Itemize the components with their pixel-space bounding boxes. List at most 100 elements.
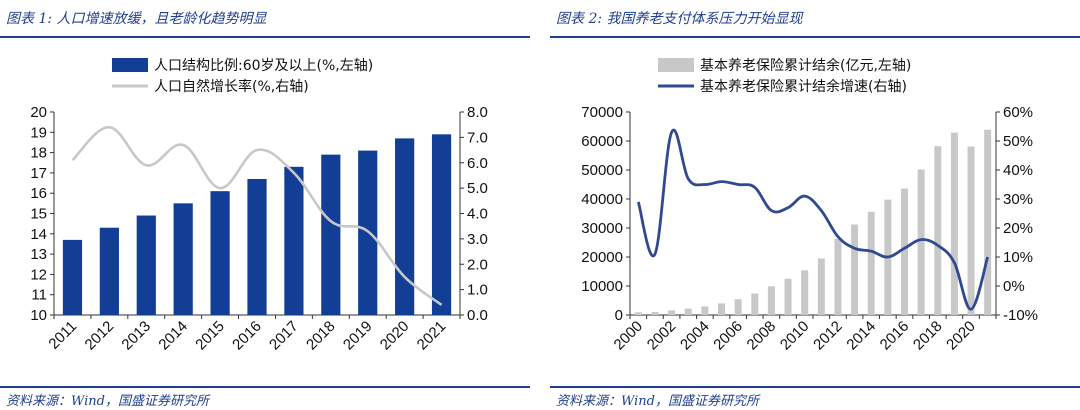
x-tick-label: 2008 [744,318,780,354]
x-tick-label: 2019 [340,318,376,354]
left-y-tick-label: 18 [30,145,47,162]
bar [62,239,83,315]
bar [684,308,692,315]
left-y-tick-label: 10 [30,307,47,324]
legend-label-line: 人口自然增长率(%,右轴) [154,78,309,95]
bar [851,224,859,315]
series-line [71,125,443,306]
bar [934,146,942,315]
x-tick-label: 2006 [710,318,746,354]
left-chart-source: 资料来源：Wind，国盛证券研究所 [6,394,209,409]
right-y-tick-label: 4.0 [467,206,488,223]
right-y-tick-label: 8.0 [467,104,488,121]
right-y-tick-label: 30% [1003,191,1033,208]
x-tick-label: 2020 [377,318,413,354]
right-y-tick-label: 40% [1003,162,1033,179]
x-tick-label: 2002 [644,318,680,354]
x-tick-label: 2020 [943,318,979,354]
legend-label-bar: 人口结构比例:60岁及以上(%,左轴) [154,58,373,74]
left-y-tick-label: 0 [615,307,623,324]
right-y-tick-label: 7.0 [467,129,488,146]
right-chart: 0 10000 20000 30000 40000 50000 60000 70000 -10%… [581,57,1038,354]
left-y-tick-label: 20000 [581,249,623,266]
right-y-tick-label: 5.0 [467,180,488,197]
left-chart-panel: 图表 1: 人口增速放缓，且老龄化趋势明显 10 11 12 13 14 15 16 17 18… [0,0,530,410]
left-source-rule [0,386,530,388]
right-chart-source: 资料来源：Wind，国盛证券研究所 [556,394,759,409]
right-y-tick-label: 3.0 [467,231,488,248]
x-tick-label: 2018 [303,318,339,354]
left-y-tick-label: 40000 [581,191,623,208]
bar [784,278,792,315]
bar [751,293,759,315]
left-y-tick-label: 13 [30,246,47,263]
right-source-rule [550,386,1080,388]
bar [834,239,842,315]
x-tick-label: 2013 [118,318,154,354]
bar [734,299,742,315]
right-chart-panel: 图表 2: 我国养老支付体系压力开始显现 0 10000 20000 30000 400… [550,0,1080,410]
bar [917,169,925,315]
left-y-tick-label: 16 [30,185,47,202]
bar [867,211,875,315]
bar [321,154,341,315]
left-y-tick-label: 11 [31,287,47,304]
x-tick-label: 2004 [677,318,713,354]
bar [395,138,415,315]
bar [173,203,193,315]
bar [718,303,725,315]
right-y-tick-label: -10% [1003,307,1038,324]
x-tick-label: 2010 [777,318,813,354]
legend-swatch-bar [112,58,148,72]
bar [668,310,676,315]
left-chart-title: 图表 1: 人口增速放缓，且老龄化趋势明显 [6,11,267,27]
bar [967,146,975,315]
left-y-tick-label: 30000 [581,220,623,237]
bar [284,166,304,315]
left-y-tick-label: 70000 [581,104,623,121]
left-y-tick-label: 60000 [581,133,623,150]
x-tick-label: 2021 [414,318,450,354]
right-y-tick-label: 10% [1003,249,1033,266]
right-y-tick-label: 50% [1003,133,1033,150]
right-y-tick-label: 0.0 [467,307,488,324]
legend-label-line: 基本养老保险累计结余增速(右轴) [700,78,907,95]
x-tick-label: 2014 [843,318,879,354]
bar [984,129,992,315]
series-line [636,128,990,311]
bar [817,258,825,315]
x-tick-label: 2018 [910,318,946,354]
left-y-tick-label: 17 [30,165,47,182]
legend-label-bar: 基本养老保险累计结余(亿元,左轴) [700,57,911,74]
left-y-tick-label: 15 [30,206,47,223]
bar [136,215,156,315]
x-tick-label: 2012 [810,318,846,354]
left-y-tick-label: 10000 [581,278,623,295]
bar [901,188,908,315]
right-y-tick-label: 6.0 [467,155,488,172]
bar [210,191,230,315]
x-tick-label: 2017 [266,318,302,354]
legend-swatch-bar [658,58,694,72]
x-tick-label: 2016 [877,318,913,354]
left-chart: 10 11 12 13 14 15 16 17 18 19 20 0.0 1.0 2.0 3.0 4.0 5.0… [30,58,488,354]
bar [99,227,119,315]
right-chart-title: 图表 2: 我国养老支付体系压力开始显现 [556,11,803,27]
left-y-tick-label: 50000 [581,162,623,179]
bar [247,178,267,315]
bar [431,134,452,315]
left-y-tick-label: 20 [30,104,47,121]
right-y-tick-label: 60% [1003,104,1033,121]
x-tick-label: 2016 [229,318,265,354]
right-y-tick-label: 20% [1003,220,1033,237]
bar [651,311,659,315]
right-title-rule [550,36,1080,38]
x-tick-label: 2014 [155,318,191,354]
bar [767,286,775,315]
left-y-tick-label: 14 [30,226,47,243]
left-y-tick-label: 19 [30,124,47,141]
bar [701,306,709,315]
x-tick-label: 2011 [45,318,80,353]
left-y-tick-label: 12 [30,266,47,283]
bar [634,312,642,315]
